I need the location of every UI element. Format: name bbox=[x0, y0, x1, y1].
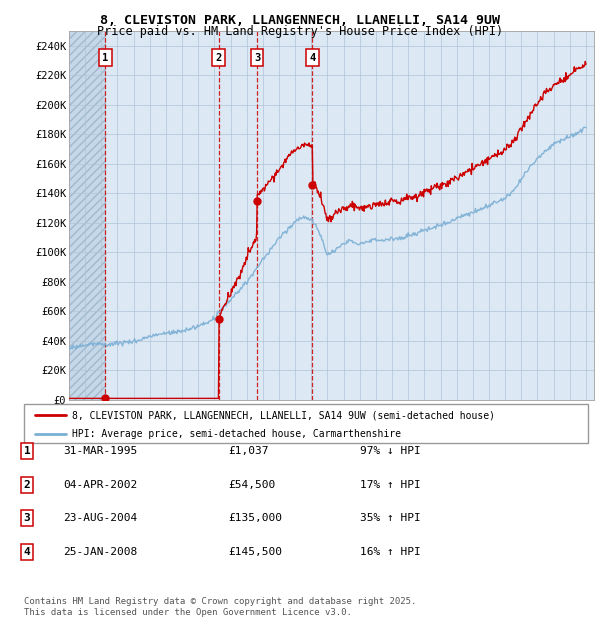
Text: 4: 4 bbox=[23, 547, 31, 557]
Text: 23-AUG-2004: 23-AUG-2004 bbox=[63, 513, 137, 523]
Text: £54,500: £54,500 bbox=[228, 480, 275, 490]
Text: 16% ↑ HPI: 16% ↑ HPI bbox=[360, 547, 421, 557]
Text: 3: 3 bbox=[23, 513, 31, 523]
Text: 2: 2 bbox=[23, 480, 31, 490]
Text: 3: 3 bbox=[254, 53, 260, 63]
Text: 97% ↓ HPI: 97% ↓ HPI bbox=[360, 446, 421, 456]
Text: 4: 4 bbox=[310, 53, 316, 63]
Text: 1: 1 bbox=[102, 53, 109, 63]
Text: 25-JAN-2008: 25-JAN-2008 bbox=[63, 547, 137, 557]
Text: 04-APR-2002: 04-APR-2002 bbox=[63, 480, 137, 490]
Text: 8, CLEVISTON PARK, LLANGENNECH, LLANELLI, SA14 9UW: 8, CLEVISTON PARK, LLANGENNECH, LLANELLI… bbox=[100, 14, 500, 27]
Text: 35% ↑ HPI: 35% ↑ HPI bbox=[360, 513, 421, 523]
Text: HPI: Average price, semi-detached house, Carmarthenshire: HPI: Average price, semi-detached house,… bbox=[72, 428, 401, 438]
Text: Price paid vs. HM Land Registry's House Price Index (HPI): Price paid vs. HM Land Registry's House … bbox=[97, 25, 503, 38]
Text: 2: 2 bbox=[215, 53, 222, 63]
Text: 31-MAR-1995: 31-MAR-1995 bbox=[63, 446, 137, 456]
Text: £1,037: £1,037 bbox=[228, 446, 269, 456]
Text: Contains HM Land Registry data © Crown copyright and database right 2025.
This d: Contains HM Land Registry data © Crown c… bbox=[24, 598, 416, 617]
Text: 8, CLEVISTON PARK, LLANGENNECH, LLANELLI, SA14 9UW (semi-detached house): 8, CLEVISTON PARK, LLANGENNECH, LLANELLI… bbox=[72, 410, 495, 420]
Text: 17% ↑ HPI: 17% ↑ HPI bbox=[360, 480, 421, 490]
Text: £145,500: £145,500 bbox=[228, 547, 282, 557]
Text: £135,000: £135,000 bbox=[228, 513, 282, 523]
Text: 1: 1 bbox=[23, 446, 31, 456]
